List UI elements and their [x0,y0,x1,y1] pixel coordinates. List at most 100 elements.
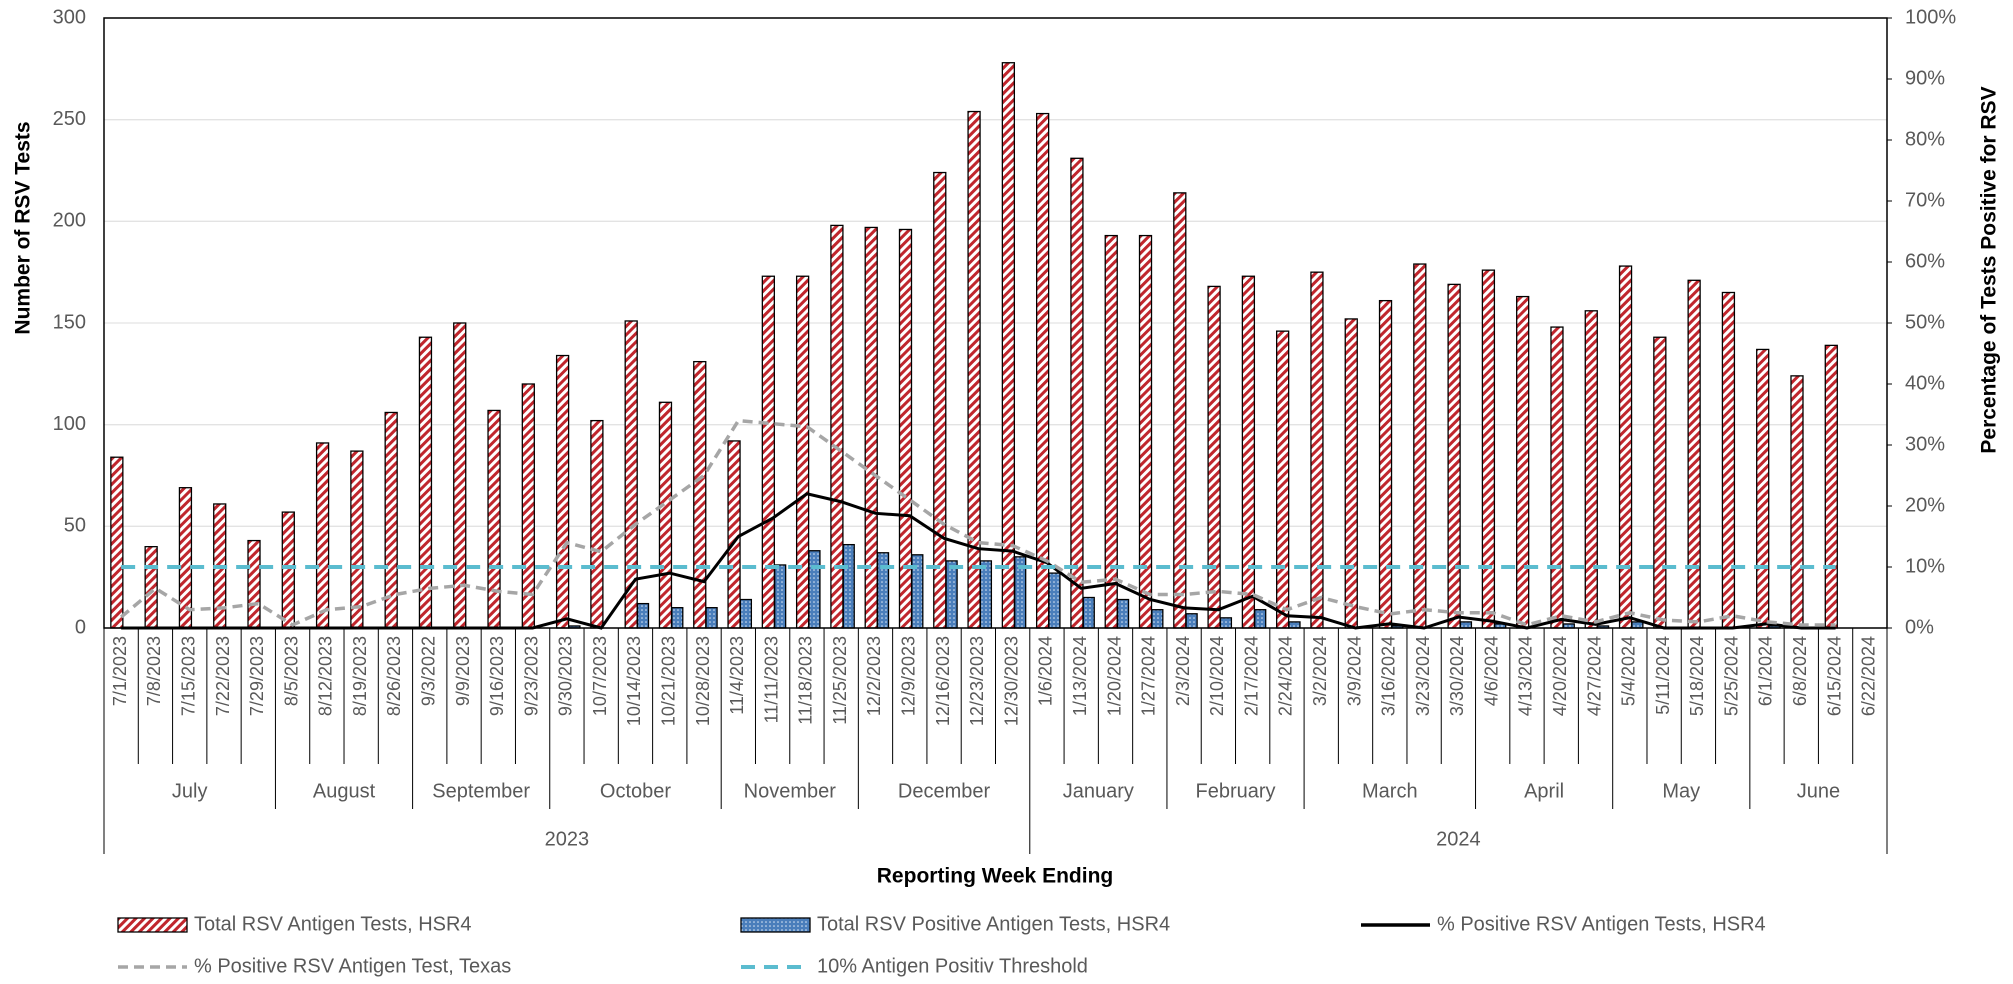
x-tick-label: 5/11/2024 [1653,636,1673,715]
y2-tick-label: 30% [1905,433,1945,455]
x-tick-label: 12/2/2023 [864,636,884,716]
bar [1288,621,1301,629]
x-tick-label: 8/26/2023 [384,636,404,716]
bar [350,450,364,629]
bar [1035,112,1050,629]
plot-frame [103,17,1888,629]
y2-tick-label: 80% [1905,128,1945,150]
bar [487,409,501,629]
x-tick-label: 4/20/2024 [1550,636,1570,716]
y2-tick-label: 10% [1905,555,1945,577]
bar [1241,275,1256,629]
legend-label: Total RSV Antigen Tests, HSR4 [194,913,472,935]
bar [1756,348,1770,629]
bar [636,602,650,629]
bar [1151,609,1164,629]
legend-label: 10% Antigen Positiv Threshold [817,955,1088,977]
bar [705,607,718,629]
x-tick-label: 10/21/2023 [659,636,679,726]
x-tick-label: 11/4/2023 [727,636,747,715]
bar [1413,263,1427,629]
bar [1550,326,1564,629]
x-tick-label: 12/9/2023 [899,636,919,716]
x-tick-label: 7/8/2023 [144,636,164,706]
bar [739,598,753,629]
month-label: November [744,780,837,802]
x-tick-label: 2/10/2024 [1207,636,1227,716]
x-tick-label: 8/19/2023 [350,636,370,716]
bar [1687,279,1701,629]
x-tick-label: 5/18/2024 [1687,636,1707,716]
x-tick-label: 8/5/2023 [281,636,301,706]
legend-label: % Positive RSV Antigen Tests, HSR4 [1437,913,1766,935]
legend-label: % Positive RSV Antigen Test, Texas [194,955,511,977]
bar [1219,617,1233,629]
x-tick-label: 9/9/2023 [453,636,473,706]
y2-tick-label: 20% [1905,494,1945,516]
bar [1138,234,1153,629]
y-tick-label: 300 [53,6,86,28]
x-tick-label: 9/30/2023 [556,636,576,716]
month-label: January [1063,780,1134,802]
x-tick-label: 3/16/2024 [1379,636,1399,716]
month-label: August [313,780,376,802]
bar [967,110,981,629]
y2-tick-label: 50% [1905,311,1945,333]
month-label: April [1524,780,1564,802]
bar [1653,336,1667,629]
x-tick-label: 3/2/2024 [1310,636,1330,706]
x-tick-label: 7/15/2023 [178,636,198,716]
bar [1378,299,1393,629]
bar [110,456,124,629]
bar [808,550,821,629]
legend-swatch [740,917,811,933]
x-axis-title: Reporting Week Ending [877,865,1113,888]
x-tick-label: 12/16/2023 [933,636,953,726]
x-tick-label: 10/28/2023 [693,636,713,726]
bar [1048,572,1061,629]
bar [247,539,261,629]
bar [671,607,684,629]
bar [658,401,673,629]
y2-axis-title: Percentage of Tests Positive for RSV [1978,86,2001,453]
x-tick-label: 2/17/2024 [1241,636,1261,716]
bar [945,560,958,629]
bar [1207,285,1221,629]
x-tick-label: 5/25/2024 [1721,636,1741,716]
x-tick-label: 9/16/2023 [487,636,507,716]
x-tick-label: 2/3/2024 [1173,636,1193,706]
x-tick-label: 11/25/2023 [830,636,850,725]
bar [590,419,604,629]
line [120,418,1836,627]
x-tick-label: 3/23/2024 [1413,636,1433,716]
x-tick-label: 11/18/2023 [796,636,816,725]
x-tick-label: 4/13/2024 [1516,636,1536,716]
bar [1344,318,1358,629]
bar [1254,609,1267,629]
x-tick-label: 1/13/2024 [1070,636,1090,716]
bar [1824,344,1838,629]
x-tick-label: 11/11/2023 [761,636,781,723]
bar [521,383,535,629]
x-tick-label: 3/9/2024 [1344,636,1364,706]
x-tick-label: 2/24/2024 [1276,636,1296,716]
x-tick-label: 6/1/2024 [1756,636,1776,706]
legend-swatch [117,917,188,933]
x-tick-label: 6/8/2024 [1790,636,1810,706]
bar [1276,330,1290,629]
bar [1516,295,1530,629]
x-tick-label: 12/30/2023 [1001,636,1021,726]
bar [1447,283,1461,629]
x-tick-label: 12/23/2023 [967,636,987,726]
bar [418,336,433,629]
x-tick-label: 10/14/2023 [624,636,644,726]
x-tick-label: 9/3/2022 [418,636,438,706]
x-tick-label: 4/6/2024 [1481,636,1501,706]
bar [281,511,295,629]
x-tick-label: 1/6/2024 [1036,636,1056,706]
year-label: 2023 [545,828,590,850]
y-tick-label: 250 [53,108,86,130]
month-label: June [1797,780,1840,802]
month-label: December [898,780,991,802]
